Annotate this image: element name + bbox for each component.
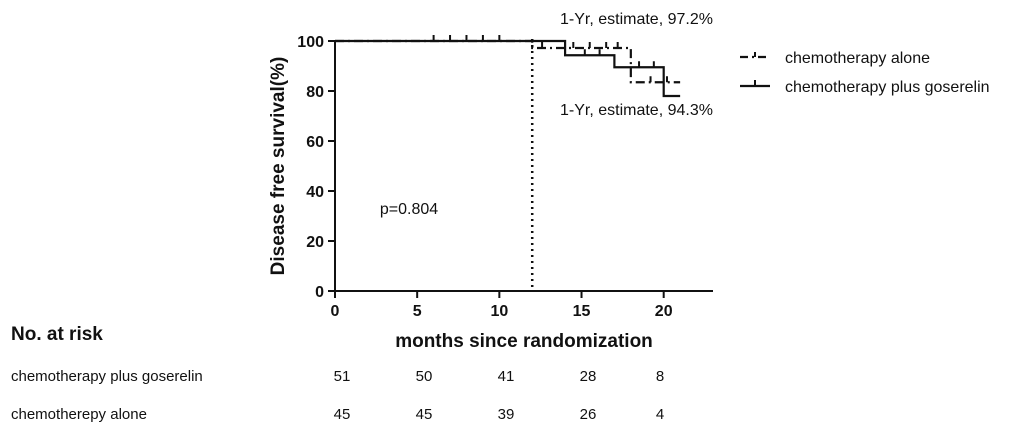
y-tick-label: 40 bbox=[306, 184, 324, 201]
estimate-label-alone: 1-Yr, estimate, 97.2% bbox=[560, 11, 713, 28]
y-tick-label: 100 bbox=[297, 34, 324, 51]
chart-legend: chemotherapy alone chemotherapy plus gose… bbox=[740, 50, 990, 96]
risk-value: 28 bbox=[579, 368, 597, 385]
legend-label-0: chemotherapy alone bbox=[785, 50, 930, 67]
risk-value: 26 bbox=[579, 406, 597, 423]
x-tick-label: 15 bbox=[573, 303, 591, 320]
risk-row-label: chemotherepy alone bbox=[11, 406, 147, 423]
x-tick-label: 0 bbox=[331, 303, 340, 320]
x-axis-label: months since randomization bbox=[395, 331, 653, 352]
risk-value: 39 bbox=[497, 406, 515, 423]
risk-table-title: No. at risk bbox=[11, 324, 103, 345]
risk-value: 51 bbox=[333, 368, 351, 385]
risk-value: 45 bbox=[333, 406, 351, 423]
chart-curves bbox=[335, 35, 681, 98]
y-tick-label: 20 bbox=[306, 234, 324, 251]
x-tick-label: 5 bbox=[413, 303, 422, 320]
x-tick-label: 20 bbox=[655, 303, 673, 320]
risk-value: 45 bbox=[415, 406, 433, 423]
chart-annotations: p=0.804 1-Yr, estimate, 97.2% 1-Yr, estima… bbox=[380, 11, 713, 291]
y-tick-label: 60 bbox=[306, 134, 324, 151]
risk-value: 41 bbox=[497, 368, 515, 385]
p-value-label: p=0.804 bbox=[380, 201, 438, 218]
y-tick-label: 0 bbox=[315, 284, 324, 301]
estimate-label-goserelin: 1-Yr, estimate, 94.3% bbox=[560, 102, 713, 119]
risk-value: 50 bbox=[415, 368, 433, 385]
legend-label-1: chemotherapy plus goserelin bbox=[785, 79, 990, 96]
y-tick-label: 80 bbox=[306, 84, 324, 101]
risk-value: 8 bbox=[655, 368, 665, 385]
survival-curve-0 bbox=[335, 39, 681, 84]
risk-value: 4 bbox=[655, 406, 665, 423]
risk-row-label: chemotherapy plus goserelin bbox=[11, 368, 203, 385]
survival-curve-1 bbox=[335, 39, 681, 98]
x-tick-label: 10 bbox=[490, 303, 508, 320]
chart-axes: 0 5 10 15 20 0 20 40 60 80 100 months since randomi… bbox=[268, 34, 713, 352]
y-axis-label: Disease free survival(%) bbox=[268, 57, 289, 276]
